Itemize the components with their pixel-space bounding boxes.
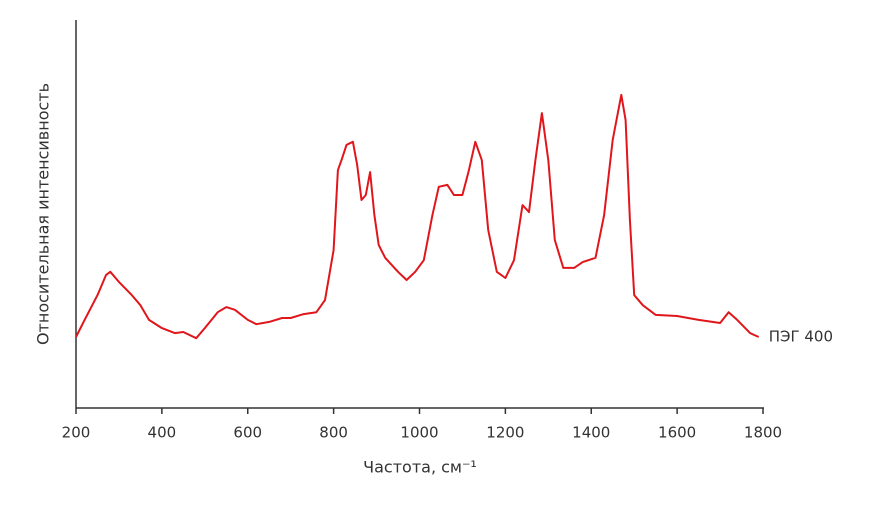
x-tick-label: 1400 (572, 424, 610, 442)
y-axis-label: Относительная интенсивность (34, 83, 53, 345)
x-tick-label: 800 (319, 424, 348, 442)
x-tick-label: 1000 (400, 424, 438, 442)
x-tick-label: 400 (148, 424, 177, 442)
x-tick-label: 600 (233, 424, 262, 442)
x-tick-label: 1600 (658, 424, 696, 442)
spectrum-line (75, 93, 760, 340)
x-tick-label: 200 (62, 424, 91, 442)
x-axis-label: Частота, см⁻¹ (363, 458, 477, 477)
series-label: ПЭГ 400 (769, 327, 833, 345)
x-tick-label: 1200 (486, 424, 524, 442)
x-tick-label: 1800 (744, 424, 782, 442)
